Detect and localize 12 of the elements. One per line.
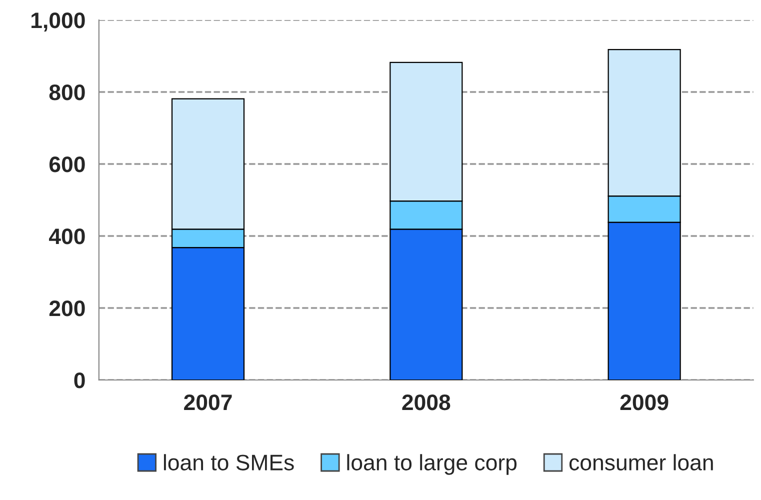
legend-label: consumer loan: [569, 454, 713, 470]
legend-label: loan to SMEs: [164, 454, 294, 470]
y-tick-label: 800: [49, 84, 85, 100]
x-tick-label: 2007: [184, 394, 232, 410]
y-tick-label: 400: [49, 228, 85, 244]
y-tick-label: 200: [49, 300, 85, 316]
y-tick-label: 0: [74, 372, 85, 388]
x-tick-label: 2008: [402, 394, 450, 410]
x-tick-label: 2009: [620, 394, 668, 410]
y-tick-label: 1,000: [32, 12, 85, 32]
y-tick-label: 600: [49, 156, 85, 172]
legend-label: loan to large corp: [347, 454, 517, 475]
